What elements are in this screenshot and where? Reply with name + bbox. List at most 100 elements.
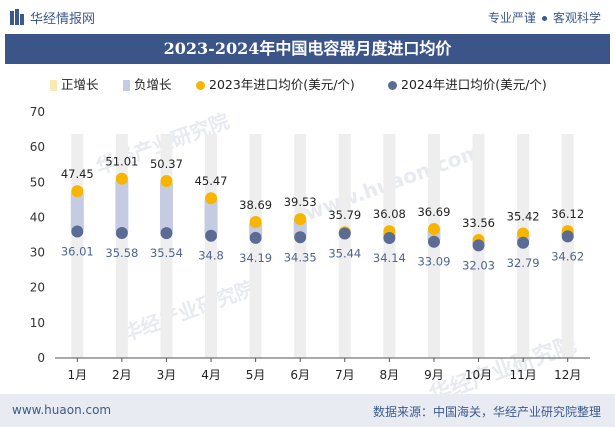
legend-positive: 正增长 — [50, 74, 99, 93]
x-tick-label: 1月 — [67, 368, 87, 382]
point-2024 — [561, 230, 574, 243]
data-label-2024: 35.44 — [328, 246, 361, 260]
change-bar — [159, 180, 173, 234]
data-label-2024: 34.8 — [198, 249, 224, 263]
positive-swatch-icon — [50, 80, 57, 91]
data-label-2024: 33.09 — [417, 255, 450, 269]
footer-site: www.huaon.com — [12, 403, 112, 417]
data-label-2024: 34.35 — [284, 250, 317, 264]
change-bar — [70, 191, 84, 232]
point-2024 — [160, 227, 173, 240]
data-label-2024: 34.19 — [239, 251, 272, 265]
point-2023 — [160, 174, 173, 187]
negative-swatch-icon — [123, 80, 130, 91]
chart-title: 2023-2024年中国电容器月度进口均价 — [163, 39, 452, 58]
slogan-left: 专业严谨 — [487, 11, 536, 25]
y-tick-label: 0 — [37, 351, 45, 365]
legend-2024: 2024年进口均价(美元/个) — [388, 74, 547, 93]
y-tick-label: 20 — [30, 281, 45, 295]
data-label-2024: 36.01 — [61, 244, 94, 258]
category-column — [205, 134, 218, 358]
x-tick-label: 10月 — [465, 368, 492, 382]
data-label-2023: 36.12 — [551, 207, 584, 221]
data-label-2023: 47.45 — [61, 167, 94, 181]
point-2023 — [294, 213, 307, 226]
data-label-2023: 45.47 — [195, 174, 228, 188]
x-tick-label: 3月 — [157, 368, 177, 382]
y-tick-label: 70 — [30, 105, 45, 119]
category-column — [338, 134, 351, 358]
data-label-2024: 32.79 — [507, 256, 540, 270]
legend-negative-label: 负增长 — [134, 77, 172, 92]
category-column — [383, 134, 396, 358]
slogan-right: 客观科学 — [552, 11, 601, 25]
x-tick-label: 6月 — [290, 368, 310, 382]
point-2024 — [427, 235, 440, 248]
title-bar: 2023-2024年中国电容器月度进口均价 — [5, 34, 610, 64]
legend-2023-label: 2023年进口均价(美元/个) — [209, 77, 355, 92]
point-2023 — [71, 185, 84, 198]
x-tick-label: 9月 — [424, 368, 444, 382]
y-tick-label: 60 — [30, 140, 45, 154]
point-2023 — [517, 227, 530, 240]
y-tick-label: 30 — [30, 246, 45, 260]
data-label-2024: 34.14 — [373, 251, 406, 265]
data-label-2023: 36.08 — [373, 207, 406, 221]
footer: www.huaon.com 数据来源：中国海关，华经产业研究院整理 — [0, 394, 615, 427]
data-label-2023: 39.53 — [284, 195, 317, 209]
point-2024 — [383, 232, 396, 245]
point-2023 — [205, 192, 218, 205]
point-2024 — [517, 236, 530, 249]
legend: 正增长 负增长 2023年进口均价(美元/个) 2024年进口均价(美元/个) — [0, 72, 615, 92]
x-tick-label: 7月 — [335, 368, 355, 382]
x-tick-label: 8月 — [380, 368, 400, 382]
dot-2023-icon — [196, 81, 205, 90]
legend-2024-label: 2024年进口均价(美元/个) — [401, 77, 547, 92]
x-tick-label: 12月 — [554, 368, 581, 382]
dot-2024-icon — [388, 81, 397, 90]
x-tick-label: 5月 — [246, 368, 266, 382]
category-column — [561, 134, 574, 358]
data-label-2023: 38.69 — [239, 198, 272, 212]
legend-2023: 2023年进口均价(美元/个) — [196, 74, 355, 93]
data-label-2024: 34.62 — [551, 249, 584, 263]
x-tick-label: 11月 — [509, 368, 536, 382]
data-label-2023: 51.01 — [105, 155, 138, 169]
data-label-2023: 36.69 — [417, 205, 450, 219]
point-2024 — [472, 239, 485, 252]
y-tick-label: 40 — [30, 210, 45, 224]
change-bar — [115, 178, 129, 233]
point-2024 — [338, 227, 351, 240]
data-label-2024: 35.58 — [105, 246, 138, 260]
point-2024 — [294, 231, 307, 244]
point-2024 — [115, 226, 128, 239]
y-tick-label: 50 — [30, 175, 45, 189]
data-label-2024: 35.54 — [150, 246, 183, 260]
data-label-2024: 32.03 — [462, 258, 495, 272]
brand-name: 华经情报网 — [30, 12, 96, 27]
slogan: 专业严谨 客观科学 — [488, 9, 601, 26]
data-label-2023: 35.42 — [507, 210, 540, 224]
point-2024 — [249, 231, 262, 244]
category-column — [249, 134, 262, 358]
point-2024 — [205, 229, 218, 242]
top-bar: 华经情报网 专业严谨 客观科学 — [0, 0, 615, 34]
point-2023 — [115, 172, 128, 185]
legend-negative: 负增长 — [123, 74, 172, 93]
point-2024 — [71, 225, 84, 238]
y-tick-label: 10 — [30, 316, 45, 330]
point-2023 — [427, 223, 440, 236]
logo-icon — [10, 9, 24, 25]
data-label-2023: 50.37 — [150, 157, 183, 171]
category-column — [294, 134, 307, 358]
x-tick-label: 2月 — [112, 368, 132, 382]
data-label-2023: 33.56 — [462, 216, 495, 230]
change-bar — [204, 198, 218, 236]
legend-positive-label: 正增长 — [61, 77, 99, 92]
x-tick-label: 4月 — [201, 368, 221, 382]
dot-icon — [541, 16, 547, 21]
point-2023 — [249, 216, 262, 229]
footer-source: 数据来源：中国海关，华经产业研究院整理 — [372, 405, 601, 419]
